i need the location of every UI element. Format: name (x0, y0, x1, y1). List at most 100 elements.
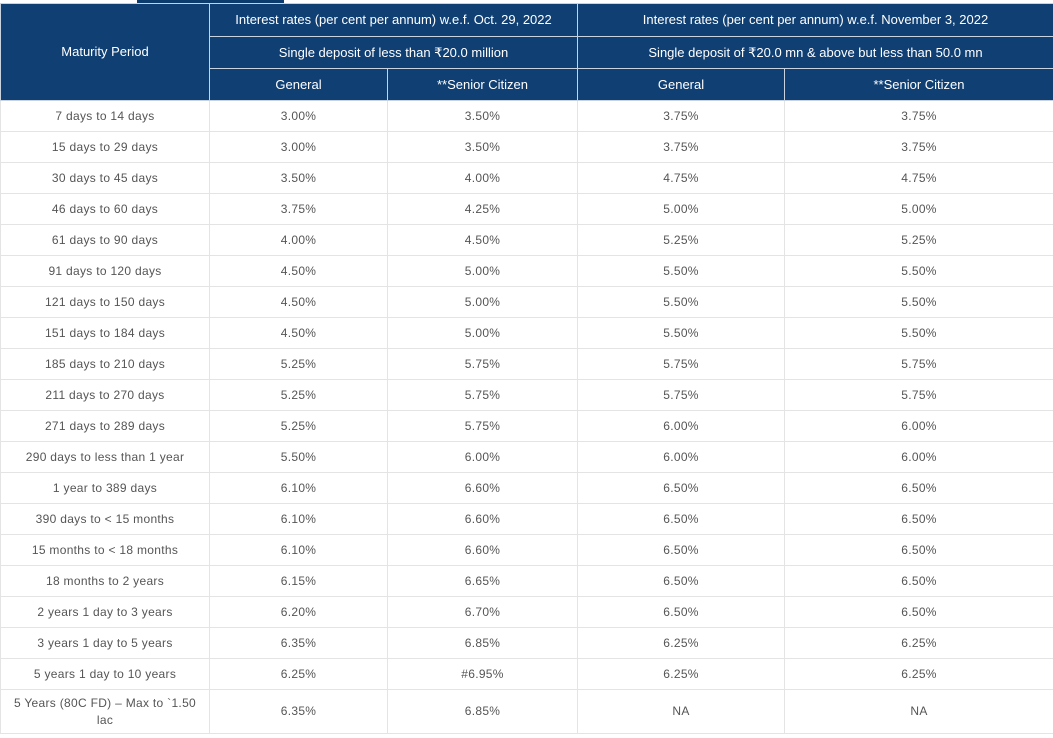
senior-rate-2-cell: 4.75% (784, 162, 1053, 194)
general-rate-1-cell: 6.10% (209, 503, 388, 535)
senior-rate-1-cell: 5.00% (387, 286, 578, 318)
general-rate-2-cell: 6.00% (577, 441, 785, 473)
general-rate-1-cell: 6.35% (209, 627, 388, 659)
table-row: 15 days to 29 days 3.00% 3.50% 3.75% 3.75% (0, 131, 1053, 163)
senior-rate-1-cell: 6.60% (387, 503, 578, 535)
senior-rate-2-cell: 6.00% (784, 410, 1053, 442)
maturity-cell: 151 days to 184 days (0, 317, 210, 349)
general-rate-2-cell: 6.25% (577, 658, 785, 690)
general-rate-2-cell: 5.00% (577, 193, 785, 225)
general-rate-1-cell: 6.10% (209, 534, 388, 566)
senior-rate-2-cell: 5.50% (784, 317, 1053, 349)
maturity-cell: 18 months to 2 years (0, 565, 210, 597)
maturity-cell: 271 days to 289 days (0, 410, 210, 442)
senior-rate-1-cell: 3.50% (387, 131, 578, 163)
general-rate-1-cell: 3.50% (209, 162, 388, 194)
senior-rate-2-cell: 6.00% (784, 441, 1053, 473)
general-rate-1-cell: 3.75% (209, 193, 388, 225)
table-row: 290 days to less than 1 year 5.50% 6.00% 6.… (0, 441, 1053, 473)
senior-rate-1-cell: 3.50% (387, 100, 578, 132)
general-rate-2-cell: 6.00% (577, 410, 785, 442)
general-rate-1-cell: 6.35% (209, 689, 388, 734)
general-rate-1-cell: 5.25% (209, 379, 388, 411)
deposit1-header: Single deposit of less than ₹20.0 millio… (209, 36, 578, 69)
general-rate-2-cell: 6.25% (577, 627, 785, 659)
maturity-cell: 15 days to 29 days (0, 131, 210, 163)
general-rate-2-cell: 5.25% (577, 224, 785, 256)
senior-rate-2-cell: 3.75% (784, 100, 1053, 132)
maturity-cell: 390 days to < 15 months (0, 503, 210, 535)
general-rate-2-cell: 3.75% (577, 131, 785, 163)
maturity-cell: 5 Years (80C FD) – Max to `1.50 lac (0, 689, 210, 734)
table-row: 3 years 1 day to 5 years 6.35% 6.85% 6.25% 6… (0, 627, 1053, 659)
general-rate-2-cell: 6.50% (577, 596, 785, 628)
general-rate-2-cell: 5.50% (577, 255, 785, 287)
senior-header-2: **Senior Citizen (784, 68, 1053, 101)
senior-rate-2-cell: 6.50% (784, 565, 1053, 597)
table-row: 5 years 1 day to 10 years 6.25% #6.95% 6.25… (0, 658, 1053, 690)
senior-rate-1-cell: 6.00% (387, 441, 578, 473)
table-row: 211 days to 270 days 5.25% 5.75% 5.75% 5.75% (0, 379, 1053, 411)
general-rate-1-cell: 4.00% (209, 224, 388, 256)
table-row: 121 days to 150 days 4.50% 5.00% 5.50% 5.50% (0, 286, 1053, 318)
maturity-cell: 91 days to 120 days (0, 255, 210, 287)
senior-rate-1-cell: 5.75% (387, 348, 578, 380)
table-row: 30 days to 45 days 3.50% 4.00% 4.75% 4.75% (0, 162, 1053, 194)
senior-rate-2-cell: 6.50% (784, 503, 1053, 535)
maturity-cell: 5 years 1 day to 10 years (0, 658, 210, 690)
general-rate-1-cell: 6.25% (209, 658, 388, 690)
table-row: 5 Years (80C FD) – Max to `1.50 lac 6.35%… (0, 689, 1053, 734)
senior-rate-1-cell: 6.85% (387, 627, 578, 659)
senior-rate-1-cell: 5.75% (387, 379, 578, 411)
general-header-1: General (209, 68, 388, 101)
senior-rate-1-cell: 4.50% (387, 224, 578, 256)
table-row: 46 days to 60 days 3.75% 4.25% 5.00% 5.00% (0, 193, 1053, 225)
senior-rate-2-cell: 5.75% (784, 348, 1053, 380)
maturity-cell: 30 days to 45 days (0, 162, 210, 194)
maturity-cell: 185 days to 210 days (0, 348, 210, 380)
senior-rate-2-cell: 6.25% (784, 627, 1053, 659)
table-row: 2 years 1 day to 3 years 6.20% 6.70% 6.50% 6… (0, 596, 1053, 628)
senior-rate-1-cell: 4.25% (387, 193, 578, 225)
general-rate-1-cell: 6.10% (209, 472, 388, 504)
general-rate-1-cell: 6.15% (209, 565, 388, 597)
top-tab-indicator (137, 0, 284, 3)
senior-rate-1-cell: 5.00% (387, 255, 578, 287)
senior-rate-2-cell: 5.75% (784, 379, 1053, 411)
period1-header: Interest rates (per cent per annum) w.e.… (209, 3, 578, 37)
general-rate-1-cell: 4.50% (209, 317, 388, 349)
general-rate-2-cell: 6.50% (577, 534, 785, 566)
maturity-cell: 290 days to less than 1 year (0, 441, 210, 473)
maturity-cell: 15 months to < 18 months (0, 534, 210, 566)
senior-rate-2-cell: NA (784, 689, 1053, 734)
senior-rate-1-cell: 6.85% (387, 689, 578, 734)
table-row: 15 months to < 18 months 6.10% 6.60% 6.50% 6… (0, 534, 1053, 566)
table-row: 1 year to 389 days 6.10% 6.60% 6.50% 6.50% (0, 472, 1053, 504)
senior-rate-1-cell: 5.75% (387, 410, 578, 442)
general-rate-2-cell: 5.50% (577, 317, 785, 349)
general-rate-2-cell: 6.50% (577, 472, 785, 504)
table-row: 151 days to 184 days 4.50% 5.00% 5.50% 5.50% (0, 317, 1053, 349)
senior-rate-2-cell: 6.50% (784, 534, 1053, 566)
general-rate-2-cell: 6.50% (577, 565, 785, 597)
table-row: 91 days to 120 days 4.50% 5.00% 5.50% 5.50% (0, 255, 1053, 287)
senior-rate-1-cell: 5.00% (387, 317, 578, 349)
senior-rate-1-cell: 6.70% (387, 596, 578, 628)
period2-header: Interest rates (per cent per annum) w.e.… (577, 3, 1053, 37)
general-rate-1-cell: 4.50% (209, 286, 388, 318)
table-row: 18 months to 2 years 6.15% 6.65% 6.50% 6.50% (0, 565, 1053, 597)
interest-rate-table: Maturity Period Interest rates (per cent… (0, 3, 1053, 734)
maturity-cell: 121 days to 150 days (0, 286, 210, 318)
general-rate-1-cell: 4.50% (209, 255, 388, 287)
general-rate-2-cell: 5.75% (577, 379, 785, 411)
maturity-cell: 1 year to 389 days (0, 472, 210, 504)
general-rate-2-cell: 3.75% (577, 100, 785, 132)
senior-rate-2-cell: 5.25% (784, 224, 1053, 256)
maturity-cell: 46 days to 60 days (0, 193, 210, 225)
general-rate-1-cell: 3.00% (209, 131, 388, 163)
general-rate-2-cell: 5.75% (577, 348, 785, 380)
maturity-period-header: Maturity Period (0, 3, 210, 101)
maturity-cell: 2 years 1 day to 3 years (0, 596, 210, 628)
table-row: 61 days to 90 days 4.00% 4.50% 5.25% 5.25% (0, 224, 1053, 256)
general-rate-1-cell: 5.50% (209, 441, 388, 473)
